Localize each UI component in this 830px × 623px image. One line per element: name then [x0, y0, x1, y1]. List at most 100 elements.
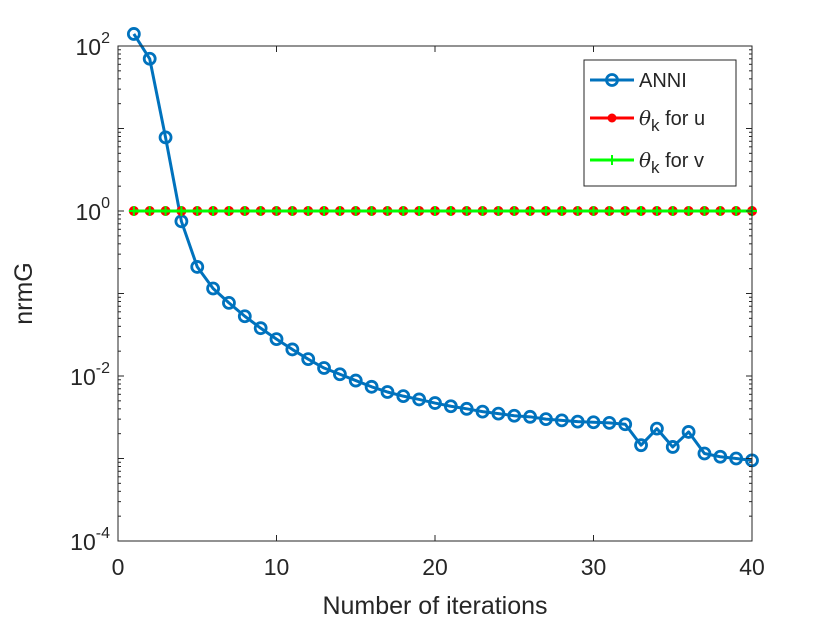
data-point [398, 206, 409, 216]
data-point [206, 281, 221, 296]
data-point [158, 130, 173, 145]
data-point [699, 206, 710, 216]
data-point [128, 206, 139, 216]
legend-entry-0: ANNI [590, 70, 687, 92]
y-tick-label: 10-4 [70, 525, 110, 555]
data-point [253, 321, 268, 336]
data-point [491, 406, 506, 421]
legend-label: θk for v [639, 148, 704, 177]
data-point [554, 413, 569, 428]
data-point [332, 367, 347, 382]
data-point [477, 206, 488, 216]
data-point [317, 361, 331, 375]
data-point [430, 206, 440, 216]
legend-label: θk for u [639, 106, 705, 135]
data-point [428, 396, 442, 410]
data-point [556, 206, 567, 216]
x-tick-label: 0 [112, 554, 125, 580]
legend: ANNI θk for u θk for v [583, 59, 737, 187]
data-point [412, 392, 427, 407]
data-point [255, 206, 266, 216]
x-axis-label: Number of iterations [322, 592, 547, 620]
data-point [570, 414, 585, 429]
y-tick-base: 10 [70, 364, 96, 390]
data-point [237, 309, 252, 324]
data-point [366, 206, 377, 216]
data-point [380, 385, 395, 399]
data-point [650, 421, 664, 436]
data-point [414, 206, 425, 216]
legend-label: ANNI [639, 70, 687, 92]
series-2 [128, 206, 757, 216]
data-point [319, 206, 330, 216]
data-point [126, 27, 141, 41]
data-point [604, 206, 615, 216]
legend-entry-1: θk for u [590, 106, 705, 135]
data-point [348, 373, 363, 388]
x-tick-label: 30 [581, 554, 607, 580]
data-point [285, 342, 300, 357]
series-0 [126, 27, 759, 468]
data-point [509, 206, 520, 216]
data-point [303, 206, 314, 216]
data-point [364, 379, 379, 394]
data-point [176, 206, 187, 216]
x-tick-label: 10 [264, 554, 290, 580]
data-point [142, 51, 157, 66]
data-point [160, 206, 171, 216]
data-point [396, 389, 411, 404]
data-point [665, 440, 680, 454]
data-point [618, 417, 633, 432]
legend-subscript: k [651, 116, 660, 135]
data-point [461, 206, 472, 216]
y-tick-exponent: 2 [101, 30, 110, 47]
data-point [588, 206, 599, 216]
y-tick-exponent: -4 [96, 525, 110, 542]
x-tick-label: 40 [739, 554, 765, 580]
y-tick-exponent: 0 [101, 195, 110, 212]
data-point [192, 206, 203, 216]
data-point [208, 206, 219, 216]
y-tick-label: 100 [76, 195, 111, 225]
data-point [636, 206, 647, 216]
data-point [144, 206, 155, 216]
data-point [269, 332, 284, 347]
data-point [271, 206, 282, 216]
series-layer [126, 27, 759, 468]
data-point [681, 425, 696, 439]
legend-subscript: k [651, 158, 660, 177]
data-point [540, 206, 551, 216]
y-tick-base: 10 [76, 199, 102, 225]
data-point [697, 446, 712, 461]
y-tick-label: 10-2 [70, 360, 110, 390]
legend-marker [605, 73, 619, 87]
data-point [620, 206, 631, 216]
legend-theta: θ [639, 106, 651, 130]
data-point [683, 206, 694, 216]
x-tick-label: 20 [422, 554, 448, 580]
data-point [301, 352, 316, 367]
data-point [223, 206, 234, 216]
data-point [493, 206, 504, 216]
data-point [713, 449, 728, 464]
data-point [382, 206, 393, 216]
y-tick-base: 10 [76, 34, 102, 60]
data-point [572, 206, 583, 216]
y-axis-label: nrmG [10, 262, 38, 325]
data-point [651, 206, 662, 216]
data-point [507, 408, 522, 423]
data-point [539, 412, 553, 427]
data-point [222, 295, 236, 310]
y-tick-exponent: -2 [96, 360, 110, 377]
data-point [667, 206, 678, 216]
data-point [715, 206, 726, 216]
legend-theta: θ [639, 148, 651, 172]
series-line [132, 33, 753, 462]
data-point [602, 416, 617, 430]
data-point [239, 206, 250, 216]
data-point [334, 206, 345, 216]
data-point [731, 206, 742, 216]
data-point [445, 206, 456, 216]
